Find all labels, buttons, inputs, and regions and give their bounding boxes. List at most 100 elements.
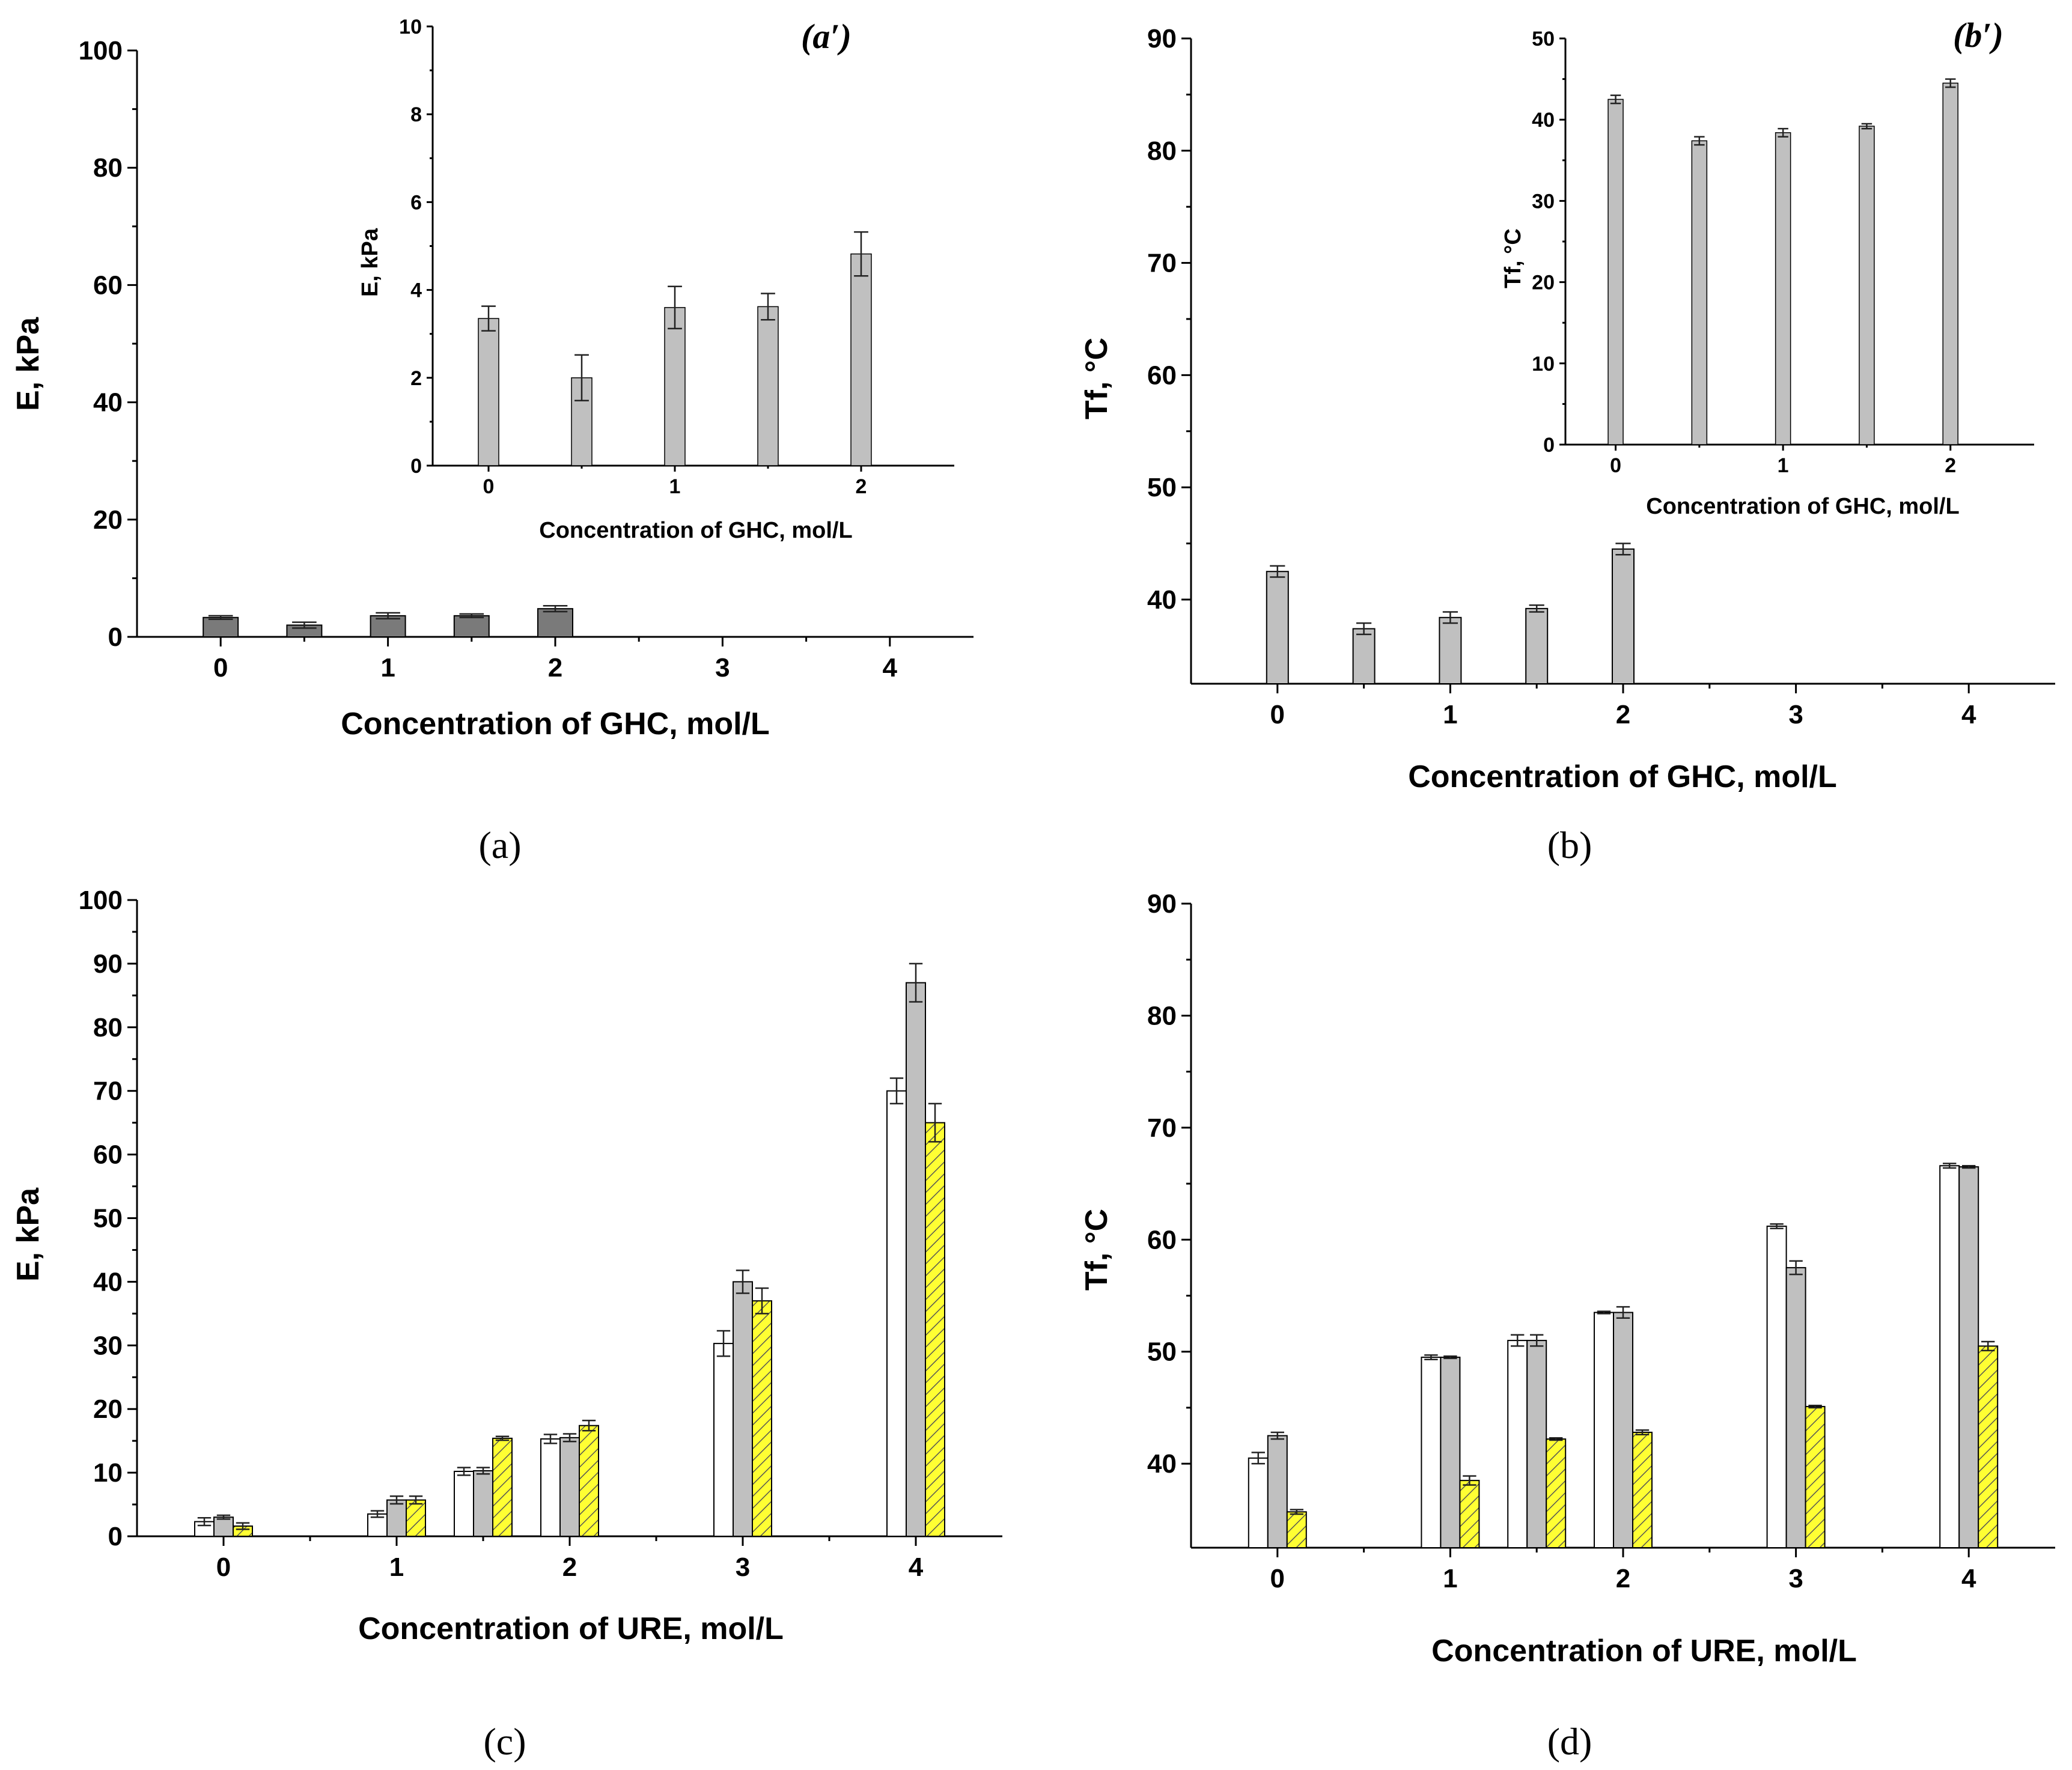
panel-b-inset-bar (1691, 140, 1708, 445)
panel-a-inset-y-tick-label: 10 (399, 16, 422, 38)
panel-c-y-tick-label: 20 (93, 1394, 123, 1424)
panel-a-x-axis-title: Concentration of GHC, mol/L (341, 707, 770, 741)
panel-d-bar-gray (1613, 1312, 1633, 1549)
panel-b-bar (1439, 616, 1462, 684)
panel-d-bar-yellow (1546, 1438, 1567, 1548)
panel-b-y-axis-title: Tf, °C (1079, 338, 1114, 419)
panel-c: 0 10 20 30 40 50 60 70 80 90 100 0 1 2 3 4 Concentration… (11, 886, 1002, 1763)
panel-a-x-tick-label: 3 (715, 653, 730, 683)
panel-b-inset-y-tick-label: 20 (1532, 272, 1555, 294)
panel-c-y-tick-label: 0 (108, 1522, 123, 1551)
panel-d-y-tick-label: 70 (1147, 1113, 1177, 1143)
panel-d-y-tick-label: 40 (1147, 1449, 1177, 1479)
panel-d-y-tick-label: 80 (1147, 1001, 1177, 1030)
panel-a-x-tick-label: 2 (548, 653, 562, 683)
panel-a-inset-y-tick-label: 2 (410, 367, 422, 390)
panel-c-bar-white (540, 1438, 561, 1537)
panel-a-y-axis-title: E, kPa (11, 317, 46, 411)
panel-d-bar-gray (1958, 1166, 1979, 1548)
panel-b-x-axis-title: Concentration of GHC, mol/L (1408, 759, 1837, 794)
panel-d-bar-yellow (1805, 1406, 1826, 1549)
panel-b-y-tick-label: 90 (1147, 24, 1177, 53)
panel-b-inset-y-tick-label: 40 (1532, 109, 1555, 132)
panel-d: 40 50 60 70 80 90 0 1 2 3 4 Concentration of URE, m… (1079, 889, 2055, 1763)
panel-c-bar-yellow (492, 1437, 513, 1537)
panel-b-inset-x-tick-label: 0 (1610, 454, 1621, 477)
panel-c-bar-gray (386, 1499, 407, 1537)
panel-d-bar-white (1766, 1225, 1787, 1548)
panel-c-y-axis-title: E, kPa (11, 1187, 46, 1282)
panel-d-x-axis-title: Concentration of URE, mol/L (1431, 1634, 1857, 1668)
panel-a-inset-y-tick-label: 0 (410, 455, 422, 478)
panel-b-x-tick-label: 1 (1443, 700, 1457, 729)
panel-a-x-tick-label: 0 (213, 653, 228, 683)
panel-d-bar-gray (1526, 1340, 1547, 1549)
panel-b-inset-bar (1775, 132, 1791, 445)
panel-a-inset-x-axis-title: Concentration of GHC, mol/L (539, 518, 852, 543)
panel-c-y-tick-label: 100 (79, 886, 123, 915)
panel-c-y-tick-label: 30 (93, 1331, 123, 1360)
panel-d-label: (d) (1547, 1720, 1592, 1763)
panel-a-y-tick-label: 20 (93, 505, 123, 535)
panel-b-y-tick-label: 80 (1147, 136, 1177, 166)
panel-a-inset-bar (850, 253, 872, 466)
panel-c-bar-gray (906, 982, 926, 1537)
panel-b-inset-bar (1607, 99, 1624, 445)
panel-c-y-tick-label: 50 (93, 1204, 123, 1233)
panel-b-x-tick-label: 4 (1961, 700, 1976, 729)
panel-b-inset-y-tick-label: 30 (1532, 190, 1555, 213)
panel-c-bar-gray (473, 1470, 493, 1537)
panel-a-y-tick-label: 60 (93, 270, 123, 300)
panel-c-bar-white (886, 1090, 907, 1537)
panel-c-y-tick-label: 80 (93, 1013, 123, 1042)
panel-b-inset-bar (1859, 126, 1875, 445)
panel-d-bar-white (1939, 1165, 1960, 1549)
panel-c-y-tick-label: 70 (93, 1077, 123, 1106)
panel-b-inset-bar (1942, 82, 1958, 445)
panel-a-inset-x-tick-label: 1 (669, 475, 681, 498)
panel-c-bar-yellow (752, 1300, 772, 1537)
panel-d-x-tick-label: 2 (1616, 1564, 1630, 1593)
panel-d-bar-yellow (1978, 1345, 1999, 1549)
panel-b-x-tick-label: 0 (1270, 700, 1285, 729)
panel-b-y-tick-label: 70 (1147, 249, 1177, 278)
panel-d-x-tick-label: 4 (1961, 1564, 1976, 1593)
panel-d-bar-white (1594, 1312, 1614, 1549)
panel-d-bar-yellow (1459, 1480, 1480, 1549)
panel-c-bar-yellow (579, 1425, 599, 1537)
panel-a-inset-bar (757, 306, 779, 466)
panel-a-inset-y-tick-label: 8 (410, 103, 422, 126)
panel-b-y-tick-label: 60 (1147, 360, 1177, 390)
panel-b-inset-label: (b′) (1953, 16, 2003, 55)
panel-c-bar-gray (733, 1281, 753, 1537)
panel-a-inset-y-tick-label: 4 (410, 279, 422, 302)
panel-c-x-tick-label: 4 (909, 1553, 924, 1582)
panel-b-x-tick-label: 2 (1616, 700, 1630, 729)
panel-c-x-tick-label: 0 (216, 1553, 231, 1582)
panel-b-inset-y-tick-label: 10 (1532, 353, 1555, 376)
panel-d-bar-yellow (1632, 1431, 1653, 1548)
panel-a-y-tick-label: 80 (93, 153, 123, 183)
panel-b-label: (b) (1547, 824, 1592, 866)
panel-b: 40 50 60 70 80 90 0 1 2 3 4 Concentration of GHC, m… (1079, 16, 2055, 866)
panel-b-bar (1266, 571, 1289, 685)
panel-c-x-axis-title: Concentration of URE, mol/L (358, 1611, 784, 1646)
panel-b-inset-x-axis-title: Concentration of GHC, mol/L (1646, 494, 1959, 519)
panel-a-bar (537, 608, 573, 637)
panel-c-bar-gray (213, 1516, 234, 1537)
panel-b-inset-y-tick-label: 0 (1543, 434, 1555, 457)
panel-b-bar (1525, 607, 1549, 684)
panel-d-bar-yellow (1286, 1511, 1307, 1548)
panel-a-label: (a) (478, 824, 521, 866)
panel-a-y-tick-label: 100 (79, 36, 123, 65)
panel-b-y-tick-label: 50 (1147, 473, 1177, 502)
panel-d-x-tick-label: 3 (1788, 1564, 1803, 1593)
panel-b-inset-x-tick-label: 1 (1778, 454, 1789, 477)
panel-c-y-tick-label: 10 (93, 1458, 123, 1488)
panel-c-label: (c) (483, 1720, 526, 1763)
panel-c-y-tick-label: 60 (93, 1140, 123, 1170)
panel-b-y-tick-label: 40 (1147, 585, 1177, 615)
panel-c-bar-yellow (406, 1499, 426, 1537)
